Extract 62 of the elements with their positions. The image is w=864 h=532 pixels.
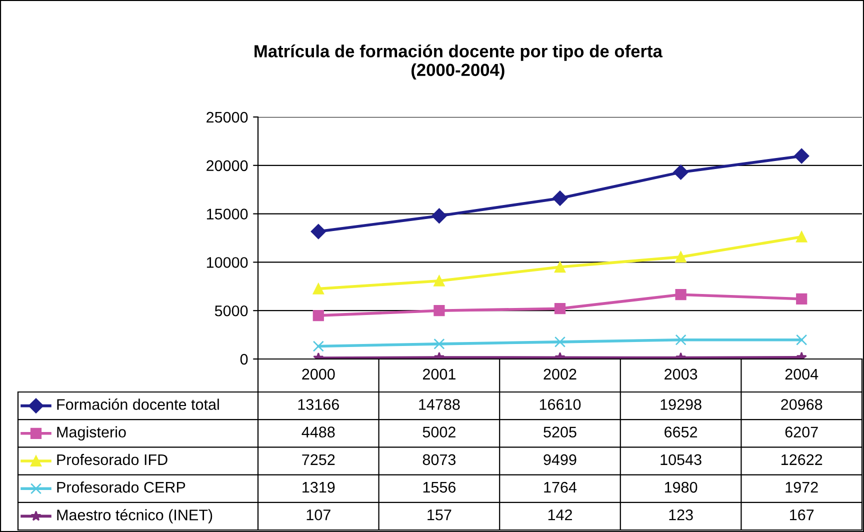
data-label: 16610 <box>540 399 581 410</box>
data-label: 123 <box>669 509 693 520</box>
x-tick-label: 2001 <box>422 368 456 380</box>
y-tick-label: 0 <box>240 354 248 365</box>
data-label: 1972 <box>786 482 818 493</box>
y-tick-label: 15000 <box>206 208 248 220</box>
point <box>312 310 324 322</box>
point <box>432 208 447 224</box>
x-tick-label: 2000 <box>302 368 335 380</box>
point <box>552 190 568 206</box>
point <box>675 289 686 300</box>
data-label: 1980 <box>664 482 698 493</box>
data-label: 13166 <box>298 399 339 410</box>
data-label: 1764 <box>544 482 577 493</box>
point <box>434 275 445 286</box>
data-label: 6652 <box>664 426 698 438</box>
data-label: 1319 <box>302 482 335 493</box>
x-tick-label: 2003 <box>664 368 698 380</box>
x-tick-label: 2002 <box>544 368 576 380</box>
x-tick-label: 2004 <box>785 368 818 380</box>
data-label: 4488 <box>302 426 335 438</box>
legend-label: Profesorado IFD <box>57 454 168 466</box>
point <box>675 251 686 262</box>
point <box>796 293 808 304</box>
y-tick-label: 10000 <box>206 257 248 268</box>
legend-label: Magisterio <box>57 426 126 441</box>
data-label: 157 <box>428 510 452 520</box>
point <box>310 224 326 240</box>
y-tick-label: 20000 <box>206 160 248 172</box>
point <box>675 334 686 346</box>
point <box>434 338 445 350</box>
y-tick-label: 25000 <box>206 112 248 123</box>
data-label: 7252 <box>302 454 335 466</box>
point <box>554 261 566 273</box>
point <box>312 283 324 294</box>
legend-label: Profesorado CERP <box>57 481 186 493</box>
point <box>312 340 324 352</box>
data-label: 12622 <box>782 454 822 466</box>
point <box>554 336 566 348</box>
data-label: 14788 <box>419 399 460 410</box>
data-label: 1556 <box>423 482 456 493</box>
point <box>796 231 808 242</box>
point <box>554 303 566 314</box>
data-label: 6207 <box>785 426 818 438</box>
data-label: 19298 <box>660 399 702 410</box>
data-label: 20968 <box>781 399 822 410</box>
data-label: 142 <box>548 509 572 520</box>
data-label: 107 <box>306 509 330 520</box>
data-label: 10543 <box>660 454 702 466</box>
point <box>673 164 688 180</box>
point <box>796 334 808 346</box>
y-tick-label: 5000 <box>214 305 248 316</box>
data-label: 5002 <box>422 426 456 438</box>
legend-label: Maestro técnico (INET) <box>57 508 212 524</box>
point <box>794 148 810 164</box>
data-label: 8073 <box>422 454 456 466</box>
chart-title: Matrícula de formación docente por tipo de oferta (2000-2004) <box>254 44 663 80</box>
data-label: 5205 <box>544 426 576 438</box>
data-label: 167 <box>790 509 814 520</box>
point <box>434 305 445 316</box>
data-label: 9499 <box>544 454 576 466</box>
legend-label: Formación docente total <box>57 398 219 410</box>
